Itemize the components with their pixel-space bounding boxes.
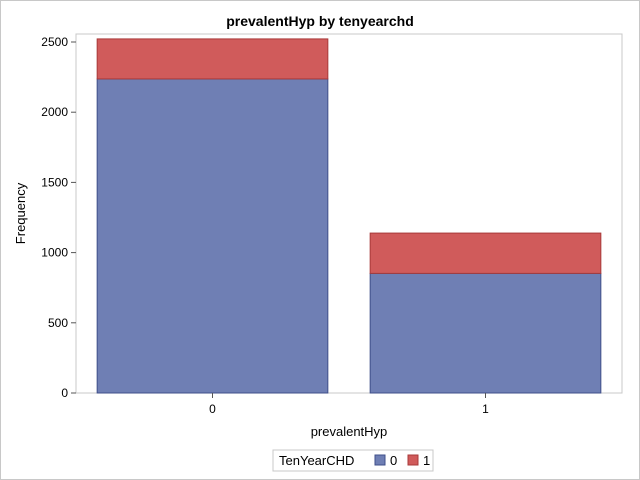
y-axis-label: Frequency bbox=[13, 182, 28, 244]
bar-segment-cat1-series1 bbox=[369, 232, 602, 274]
legend-label-0: 0 bbox=[390, 453, 397, 468]
y-tick-label: 1500 bbox=[41, 175, 68, 189]
legend-label-1: 1 bbox=[423, 453, 430, 468]
bar-segment-cat1-series0 bbox=[369, 272, 602, 394]
plot-area: 0 500 1000 1500 2000 2500 0 1 bbox=[41, 33, 623, 416]
legend-swatch-1 bbox=[407, 454, 419, 466]
y-tick-label: 0 bbox=[61, 386, 68, 400]
legend-box bbox=[272, 449, 434, 472]
x-axis-label: prevalentHyp bbox=[311, 424, 388, 439]
bar-segment-cat0-series0 bbox=[96, 78, 329, 394]
legend-swatch-0 bbox=[374, 454, 386, 466]
y-tick-label: 2500 bbox=[41, 35, 68, 49]
y-tick-label: 1000 bbox=[41, 246, 68, 260]
y-tick-label: 2000 bbox=[41, 105, 68, 119]
x-tick-label: 0 bbox=[209, 402, 216, 416]
bar-segment-cat0-series1 bbox=[96, 38, 329, 80]
legend-title: TenYearCHD bbox=[279, 453, 354, 468]
chart-title: prevalentHyp by tenyearchd bbox=[226, 13, 414, 29]
plot-frame bbox=[75, 33, 623, 394]
legend: TenYearCHD 0 1 bbox=[272, 449, 434, 472]
x-tick-label: 1 bbox=[482, 402, 489, 416]
y-tick-label: 500 bbox=[48, 316, 68, 330]
